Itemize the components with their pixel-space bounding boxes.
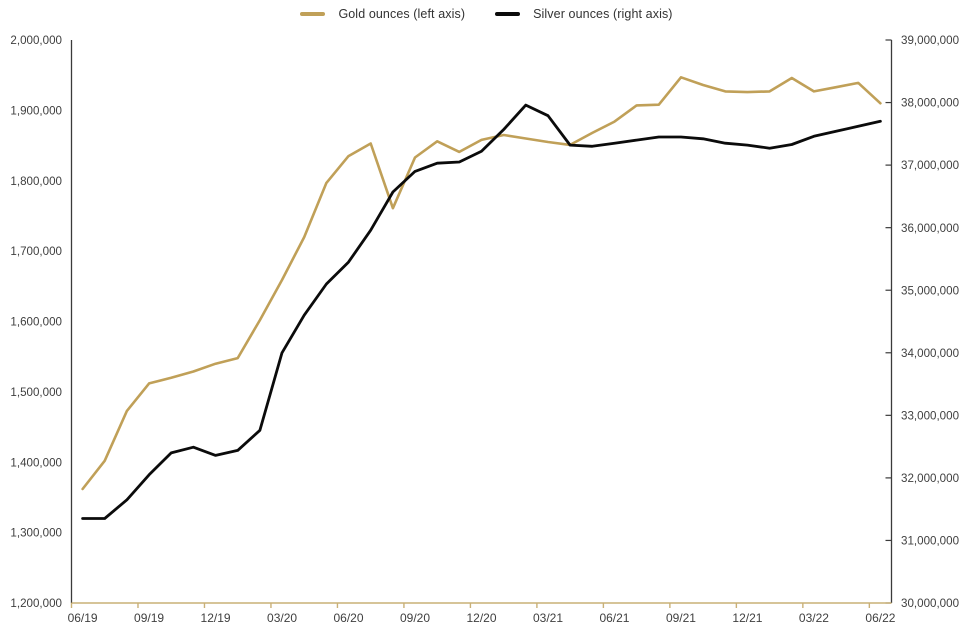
y-left-tick-label: 1,600,000 <box>10 316 62 329</box>
y-left-tick-label: 1,400,000 <box>10 456 62 469</box>
silver-legend-swatch <box>495 12 521 16</box>
x-axis-tick-label: 06/21 <box>599 611 629 625</box>
y-left-tick-label: 1,300,000 <box>10 527 62 540</box>
y-right-tick-label: 37,000,000 <box>901 159 959 172</box>
x-axis-tick-label: 12/20 <box>466 611 496 625</box>
x-axis-tick-label: 12/21 <box>732 611 762 625</box>
x-axis-tick-label: 06/22 <box>865 611 895 625</box>
y-right-tick-label: 38,000,000 <box>901 97 959 110</box>
legend-item-silver: Silver ounces (right axis) <box>495 7 672 21</box>
y-left-tick-label: 1,700,000 <box>10 245 62 258</box>
y-right-tick-label: 33,000,000 <box>901 409 959 422</box>
y-right-tick-label: 34,000,000 <box>901 347 959 360</box>
silver-series-line <box>81 103 882 520</box>
y-right-tick-label: 32,000,000 <box>901 472 959 485</box>
y-right-tick-label: 36,000,000 <box>901 222 959 235</box>
silver-legend-label: Silver ounces (right axis) <box>533 7 673 21</box>
y-left-tick-label: 1,500,000 <box>10 386 62 399</box>
x-axis-tick-label: 06/19 <box>68 611 98 625</box>
y-left-tick-label: 1,200,000 <box>10 597 62 610</box>
y-left-tick-label: 1,800,000 <box>10 175 62 188</box>
x-axis-tick-label: 06/20 <box>334 611 364 625</box>
y-right-tick-label: 31,000,000 <box>901 535 959 548</box>
legend-item-gold: Gold ounces (left axis) <box>300 7 465 21</box>
x-axis-tick-label: 03/21 <box>533 611 563 625</box>
gold-legend-swatch <box>300 12 326 16</box>
gold-legend-label: Gold ounces (left axis) <box>338 7 466 21</box>
y-right-tick-label: 35,000,000 <box>901 284 959 297</box>
gold-series-line <box>81 76 882 491</box>
x-axis-tick-label: 09/19 <box>134 611 164 625</box>
x-axis-tick-label: 03/22 <box>799 611 829 625</box>
y-right-tick-label: 30,000,000 <box>901 597 959 610</box>
legend: Gold ounces (left axis) Silver ounces (r… <box>0 7 973 21</box>
y-right-tick-label: 39,000,000 <box>901 34 959 47</box>
x-axis-tick-label: 09/21 <box>666 611 696 625</box>
x-axis-tick-label: 12/19 <box>201 611 231 625</box>
x-axis-tick-label: 03/20 <box>267 611 297 625</box>
x-axis-tick-label: 09/20 <box>400 611 430 625</box>
y-left-tick-label: 2,000,000 <box>10 34 62 47</box>
y-left-tick-label: 1,900,000 <box>10 104 62 117</box>
